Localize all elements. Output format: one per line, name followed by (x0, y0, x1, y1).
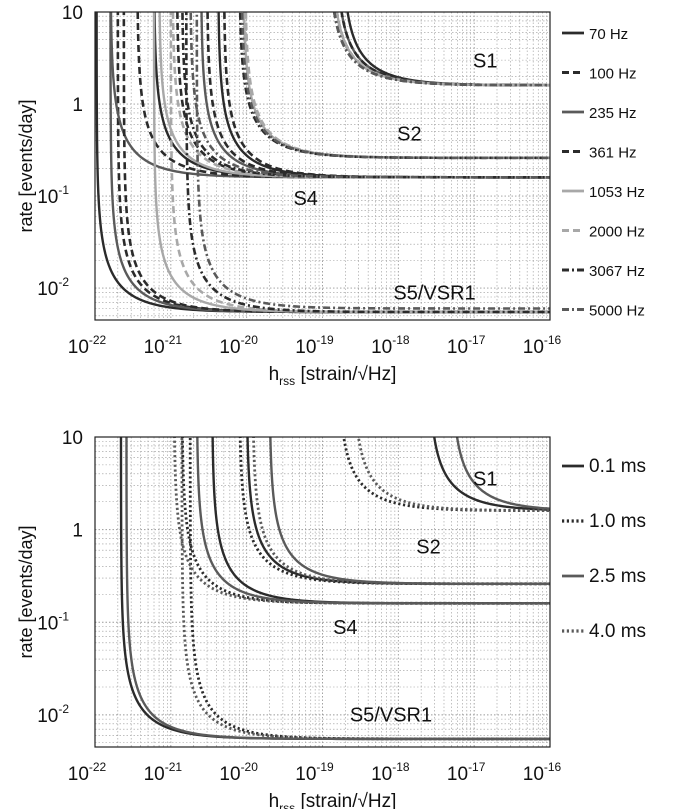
run-label: S1 (473, 50, 497, 72)
y-tick-label: 10 (62, 3, 83, 24)
curve-s1 (335, 12, 550, 87)
curves (95, 12, 550, 314)
x-tick-label: 10-22 (68, 760, 107, 785)
run-label: S2 (416, 537, 440, 559)
x-tick-label: 10-21 (144, 333, 183, 358)
gridlines (94, 436, 551, 747)
series-4-0-ms (173, 437, 550, 741)
run-label: S4 (333, 617, 357, 639)
curve-s4 (136, 12, 550, 179)
curve-s1 (455, 437, 550, 510)
run-label: S4 (293, 188, 317, 210)
legend-label: 1053 Hz (589, 184, 645, 201)
run-label: S5/VSR1 (350, 704, 432, 726)
legend-label: 70 Hz (589, 26, 628, 43)
run-label: S2 (397, 124, 421, 146)
curve-s1 (340, 12, 550, 87)
curve-s1 (335, 12, 550, 87)
top-panel: 10-22 10-21 10-20 10-19 10-18 10-17 10-16 10 1 10… (16, 3, 645, 388)
legend-label: 100 Hz (589, 66, 637, 83)
y-tick-label: 1 (72, 95, 83, 116)
curve-s4 (181, 437, 550, 605)
legend-label: 1.0 ms (589, 511, 646, 532)
curve-s2 (217, 12, 550, 179)
x-tick-label: 10-16 (523, 760, 562, 785)
curve-s1 (332, 12, 550, 87)
x-tick-label: 10-17 (447, 333, 486, 358)
y-tick-label: 10-2 (37, 702, 69, 727)
series-5000-Hz (189, 12, 550, 310)
run-label: S1 (473, 468, 497, 490)
y-tick-label: 10-1 (37, 609, 69, 634)
plot-frame (94, 11, 551, 321)
y-axis-label: rate [events/day] (16, 525, 36, 658)
x-tick-label: 10-20 (219, 760, 258, 785)
x-tick-label: 10-17 (447, 760, 486, 785)
curve-s5 (169, 12, 550, 314)
legend: 0.1 ms 1.0 ms 2.5 ms 4.0 ms (562, 456, 646, 642)
curve-s4 (211, 437, 550, 605)
x-tick-label: 10-20 (219, 333, 258, 358)
x-tick-label: 10-19 (295, 760, 334, 785)
x-tick-label: 10-19 (295, 333, 334, 358)
legend-label: 361 Hz (589, 145, 637, 162)
y-axis-label: rate [events/day] (16, 99, 36, 232)
x-tick-label: 10-18 (371, 333, 410, 358)
y-tick-label: 10-2 (37, 275, 69, 300)
curve-s1 (342, 437, 550, 513)
x-axis-label: hrss [strain/√Hz] (269, 791, 397, 809)
legend-label: 4.0 ms (589, 621, 646, 642)
curve-s2 (238, 437, 550, 586)
legend-label: 5000 Hz (589, 303, 645, 320)
curve-s1 (340, 12, 550, 87)
x-tick-label: 10-18 (371, 760, 410, 785)
x-tick-label: 10-22 (68, 333, 107, 358)
y-tick-label: 10 (62, 428, 83, 449)
legend-label: 2.5 ms (589, 566, 646, 587)
curve-s1 (335, 12, 550, 87)
curve-s2 (252, 437, 550, 586)
legend-label: 3067 Hz (589, 263, 645, 280)
y-tick-label: 1 (72, 521, 83, 542)
curve-s1 (357, 437, 550, 513)
curve-s2 (223, 12, 550, 179)
plot-frame (94, 436, 551, 748)
curve-s2 (200, 12, 550, 179)
curve-s2 (238, 12, 550, 160)
x-axis-label: hrss [strain/√Hz] (269, 364, 397, 388)
legend-label: 235 Hz (589, 105, 637, 122)
legend-label: 2000 Hz (589, 224, 645, 241)
x-tick-label: 10-16 (523, 333, 562, 358)
y-tick-label: 10-1 (37, 183, 69, 208)
run-label: S5/VSR1 (393, 283, 475, 305)
legend-label: 0.1 ms (589, 456, 646, 477)
curve-s5 (195, 12, 550, 310)
curve-s5 (180, 437, 550, 741)
curve-s2 (206, 12, 550, 179)
x-tick-label: 10-21 (144, 760, 183, 785)
legend: 70 Hz 100 Hz 235 Hz 361 Hz 1053 Hz 2000 Hz 306… (562, 26, 645, 320)
bottom-panel: 10-22 10-21 10-20 10-19 10-18 10-17 10-16 10 1 10… (16, 428, 646, 809)
curve-s2 (269, 437, 550, 586)
curves (119, 437, 550, 741)
curve-s1 (433, 437, 550, 511)
